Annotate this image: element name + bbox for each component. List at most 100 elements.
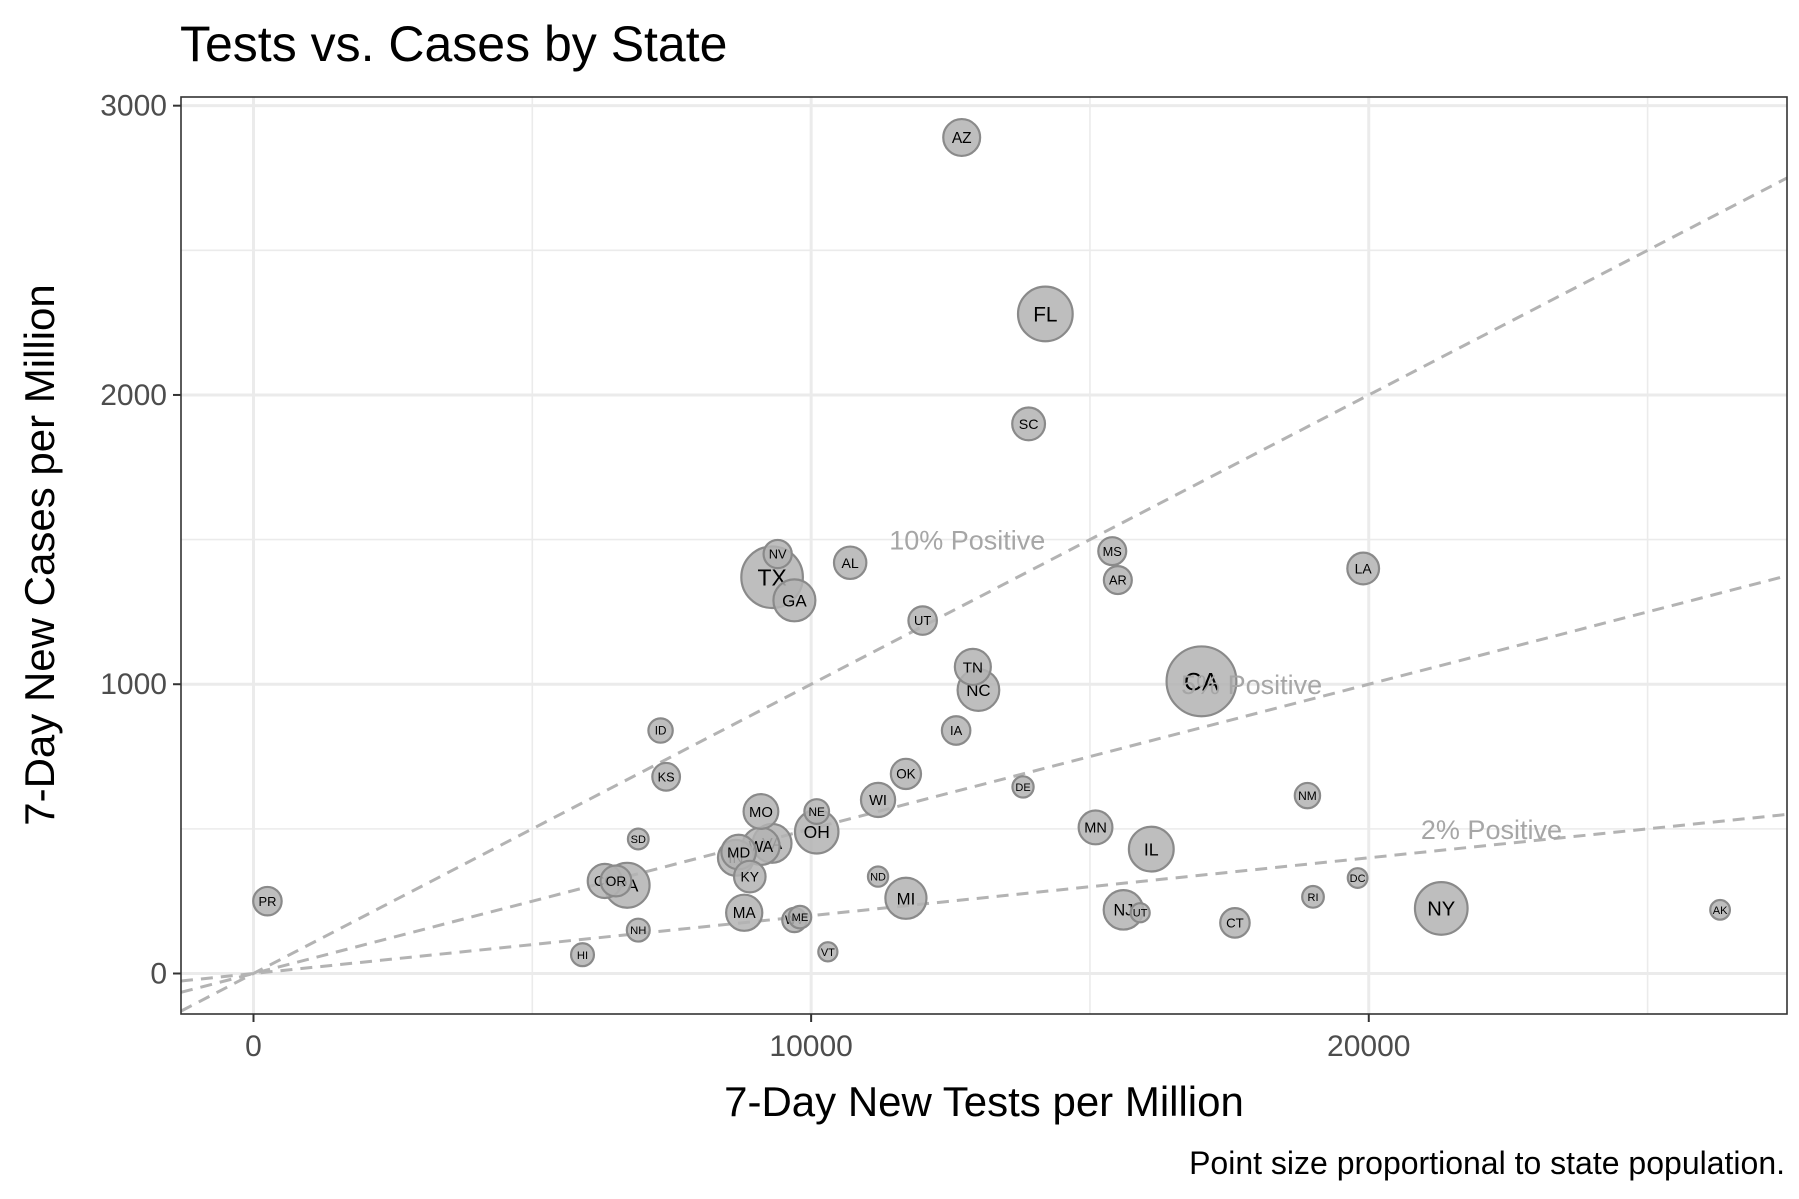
state-label: HI xyxy=(577,950,588,962)
state-label: LA xyxy=(1355,561,1373,577)
state-label: KS xyxy=(658,770,675,784)
x-tick-label: 20000 xyxy=(1327,1030,1410,1063)
state-point-group: WI xyxy=(859,781,897,819)
x-tick-label: 10000 xyxy=(769,1030,852,1063)
state-label: MS xyxy=(1103,544,1122,559)
state-point-group: UT xyxy=(907,605,938,636)
state-label: GA xyxy=(782,591,807,610)
state-label: ND xyxy=(870,872,886,884)
y-axis-title: 7-Day New Cases per Million xyxy=(16,284,63,826)
state-point xyxy=(647,717,674,744)
state-point-group: TN xyxy=(953,647,992,686)
state-point-group: NH xyxy=(625,917,651,943)
state-point-group: ME xyxy=(787,904,813,930)
state-point-group: OH xyxy=(793,808,840,855)
state-point-group: ND xyxy=(866,865,890,888)
state-label: CA xyxy=(1184,668,1219,696)
state-label: ID xyxy=(655,725,667,738)
state-label: SD xyxy=(631,834,646,846)
state-label: UT xyxy=(1133,908,1148,920)
state-point-group: MN xyxy=(1077,809,1114,846)
state-label: MI xyxy=(897,889,916,908)
state-point xyxy=(626,827,650,851)
state-label: AK xyxy=(1713,905,1728,917)
state-point xyxy=(866,865,890,888)
state-label: SC xyxy=(1019,417,1039,433)
state-point-group: MA xyxy=(725,893,764,932)
state-label: NV xyxy=(769,547,787,562)
state-point xyxy=(599,864,633,898)
state-point xyxy=(1102,565,1133,596)
state-point-group: AR xyxy=(1102,565,1133,596)
state-label: CT xyxy=(1226,916,1244,931)
state-point-group: MI xyxy=(884,876,928,920)
state-point xyxy=(1165,645,1238,718)
state-point xyxy=(1413,881,1469,936)
data-points: CATXFLNYPAILOHGANCMINJVAWAAZMATNINMOMDWI… xyxy=(252,117,1732,968)
state-label: AR xyxy=(1109,573,1127,588)
grid-lines xyxy=(181,97,1787,1014)
state-point xyxy=(651,761,682,792)
state-point xyxy=(569,942,596,968)
state-label: FL xyxy=(1033,303,1057,326)
y-tick-label: 3000 xyxy=(100,90,167,123)
state-point xyxy=(1011,775,1035,799)
state-label: NH xyxy=(630,925,646,937)
reference-lines xyxy=(181,176,1787,1013)
state-point-group: UT xyxy=(1129,902,1151,924)
reference-line-label: 5% Positive xyxy=(1181,670,1322,700)
state-point xyxy=(1219,907,1251,939)
state-point-group: VT xyxy=(817,941,839,963)
state-point xyxy=(1129,902,1151,924)
state-point-group: CA xyxy=(1165,645,1238,718)
state-point-group: IL xyxy=(1127,825,1175,873)
state-point-group: LA xyxy=(1346,551,1381,586)
state-point-group: KY xyxy=(732,859,767,894)
state-point-group: ID xyxy=(647,717,674,744)
state-point xyxy=(940,715,972,746)
state-point xyxy=(787,904,813,930)
axis-ticks: 0 10000 20000 0 1000 2000 3000 xyxy=(100,90,1410,1063)
state-point xyxy=(832,545,868,581)
state-point xyxy=(762,538,793,570)
state-point-group: NY xyxy=(1413,881,1469,936)
state-label: NM xyxy=(1298,789,1317,803)
reference-line xyxy=(181,574,1787,994)
reference-line-label: 2% Positive xyxy=(1421,815,1562,845)
state-point xyxy=(1077,809,1114,846)
chart-title: Tests vs. Cases by State xyxy=(180,16,727,72)
chart-caption: Point size proportional to state populat… xyxy=(1189,1145,1785,1181)
state-label: DC xyxy=(1350,873,1366,885)
state-point xyxy=(1346,867,1369,889)
state-label: AZ xyxy=(952,130,972,147)
state-point xyxy=(1016,285,1074,343)
x-tick-label: 0 xyxy=(245,1030,262,1063)
state-point-group: HI xyxy=(569,942,596,968)
state-label: DE xyxy=(1015,782,1030,794)
state-point xyxy=(1709,898,1732,921)
state-point-group: SC xyxy=(1011,406,1047,442)
state-point xyxy=(625,917,651,943)
state-label: RI xyxy=(1308,892,1319,904)
state-point-group: MS xyxy=(1097,536,1128,567)
state-label: AL xyxy=(842,555,859,571)
state-label: TN xyxy=(963,659,983,676)
reference-line xyxy=(181,812,1787,983)
state-point-group: AZ xyxy=(942,117,982,158)
state-label: PR xyxy=(258,894,276,909)
state-label: KY xyxy=(741,869,759,885)
state-point-group: DC xyxy=(1346,867,1369,889)
state-point-group: NE xyxy=(803,798,831,825)
state-point xyxy=(859,781,897,819)
y-tick-label: 2000 xyxy=(100,379,167,412)
state-label: UT xyxy=(914,613,931,628)
state-label: MD xyxy=(727,845,750,861)
state-point-group: GA xyxy=(772,578,817,623)
state-point xyxy=(942,117,982,158)
state-point-group: AL xyxy=(832,545,868,581)
state-point xyxy=(884,876,928,920)
state-label: NE xyxy=(809,805,826,819)
state-point-group: KS xyxy=(651,761,682,792)
reference-line xyxy=(181,176,1787,1013)
